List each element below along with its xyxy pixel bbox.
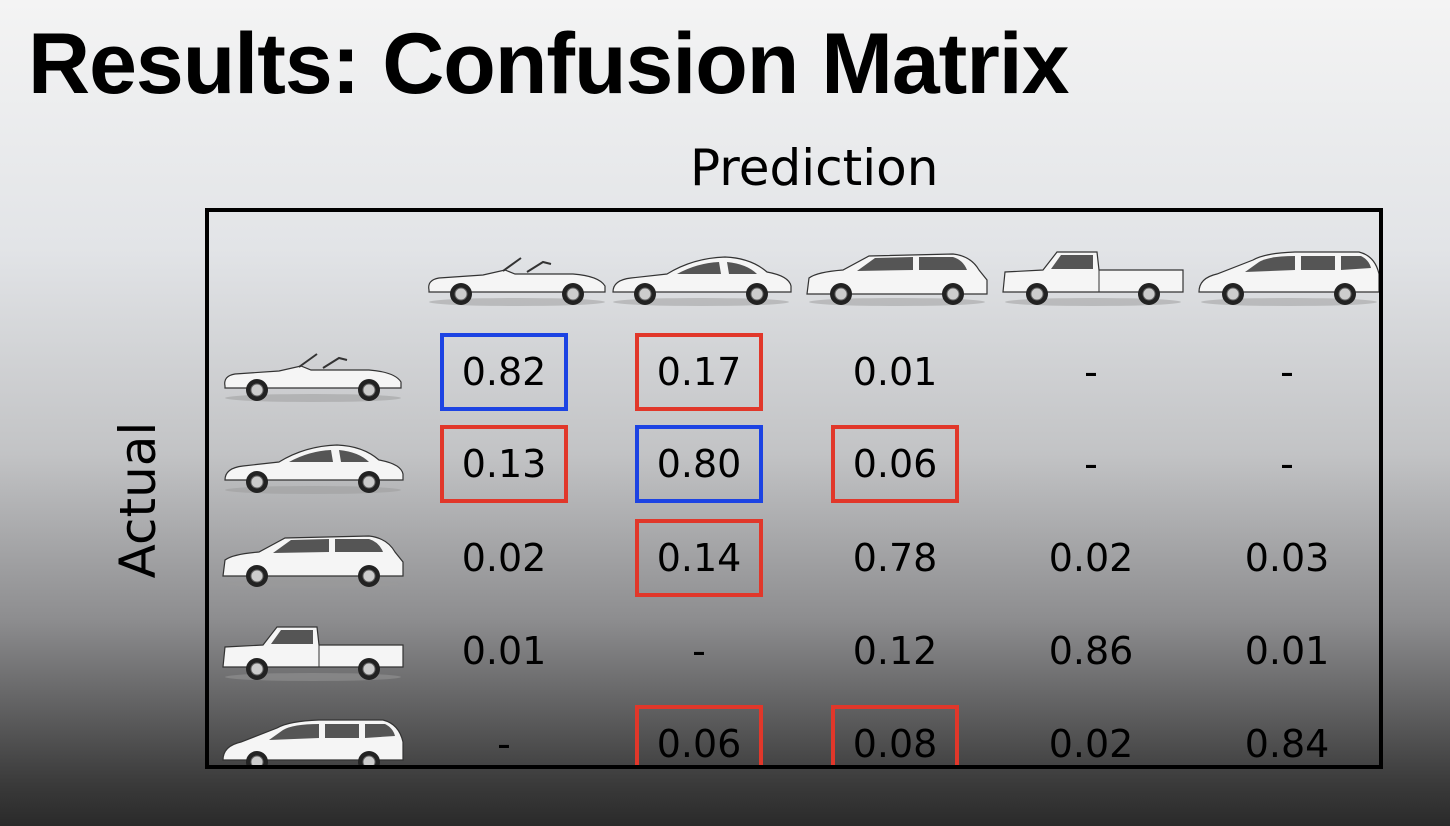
pickup-truck-icon — [999, 244, 1187, 312]
matrix-cell: 0.17 — [635, 333, 763, 411]
matrix-cell: 0.12 — [852, 629, 938, 673]
matrix-cell: 0.01 — [461, 629, 547, 673]
matrix-cell: 0.82 — [440, 333, 568, 411]
matrix-cell: 0.08 — [831, 705, 959, 765]
convertible-car-icon — [219, 340, 407, 408]
matrix-cell: 0.01 — [852, 350, 938, 394]
matrix-cell: - — [1280, 350, 1294, 394]
matrix-cell: 0.86 — [1048, 629, 1134, 673]
suv-car-icon — [803, 244, 991, 312]
matrix-cell: 0.01 — [1244, 629, 1330, 673]
matrix-cell: 0.02 — [1048, 536, 1134, 580]
matrix-cell: 0.02 — [1048, 722, 1134, 766]
matrix-cell: - — [1280, 442, 1294, 486]
matrix-cell: 0.80 — [635, 425, 763, 503]
matrix-cell: 0.02 — [461, 536, 547, 580]
minivan-car-icon — [1195, 244, 1379, 312]
convertible-car-icon — [423, 244, 611, 312]
matrix-cell: 0.03 — [1244, 536, 1330, 580]
matrix-cell: 0.06 — [635, 705, 763, 765]
page-title: Results: Confusion Matrix — [28, 16, 1070, 112]
matrix-cell: - — [1084, 442, 1098, 486]
minivan-car-icon — [219, 712, 407, 765]
confusion-matrix: 0.82 0.17 0.01 - - 0.13 0.80 0.06 - - 0.02 0.14 0.78… — [205, 208, 1383, 769]
suv-car-icon — [219, 526, 407, 594]
matrix-cell: - — [1084, 350, 1098, 394]
matrix-cell: - — [497, 722, 511, 766]
sedan-car-icon — [607, 244, 795, 312]
matrix-cell: 0.78 — [852, 536, 938, 580]
pickup-truck-icon — [219, 619, 407, 687]
actual-axis-label: Actual — [109, 421, 167, 579]
sedan-car-icon — [219, 432, 407, 500]
matrix-cell: 0.06 — [831, 425, 959, 503]
matrix-cell: 0.14 — [635, 519, 763, 597]
prediction-axis-label: Prediction — [690, 139, 939, 197]
matrix-cell: 0.84 — [1244, 722, 1330, 766]
matrix-cell: - — [692, 629, 706, 673]
matrix-cell: 0.13 — [440, 425, 568, 503]
